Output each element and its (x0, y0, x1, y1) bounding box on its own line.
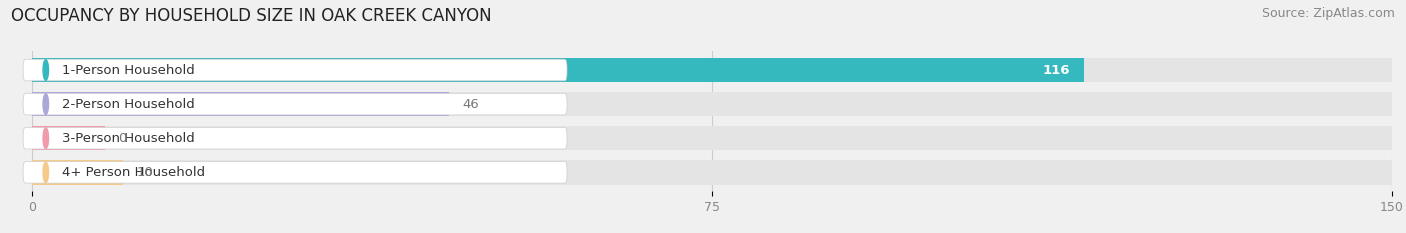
FancyBboxPatch shape (22, 127, 567, 149)
Circle shape (44, 162, 49, 183)
Text: 4+ Person Household: 4+ Person Household (62, 166, 205, 179)
Bar (32, 160, 1392, 185)
Bar (32, 126, 1392, 151)
Text: 3-Person Household: 3-Person Household (62, 132, 195, 145)
Bar (32, 92, 449, 116)
Bar (32, 126, 104, 151)
Bar (32, 58, 1084, 82)
Circle shape (44, 60, 49, 80)
Text: 1-Person Household: 1-Person Household (62, 64, 195, 76)
Text: OCCUPANCY BY HOUSEHOLD SIZE IN OAK CREEK CANYON: OCCUPANCY BY HOUSEHOLD SIZE IN OAK CREEK… (11, 7, 492, 25)
FancyBboxPatch shape (22, 59, 567, 81)
FancyBboxPatch shape (22, 161, 567, 183)
Bar (32, 160, 122, 185)
Text: 10: 10 (136, 166, 153, 179)
FancyBboxPatch shape (22, 93, 567, 115)
Text: 0: 0 (118, 132, 127, 145)
Circle shape (44, 128, 49, 148)
Bar (32, 58, 1392, 82)
Text: 46: 46 (463, 98, 479, 111)
Text: 2-Person Household: 2-Person Household (62, 98, 195, 111)
Text: Source: ZipAtlas.com: Source: ZipAtlas.com (1261, 7, 1395, 20)
Circle shape (44, 94, 49, 114)
Bar (32, 92, 1392, 116)
Text: 116: 116 (1043, 64, 1070, 76)
